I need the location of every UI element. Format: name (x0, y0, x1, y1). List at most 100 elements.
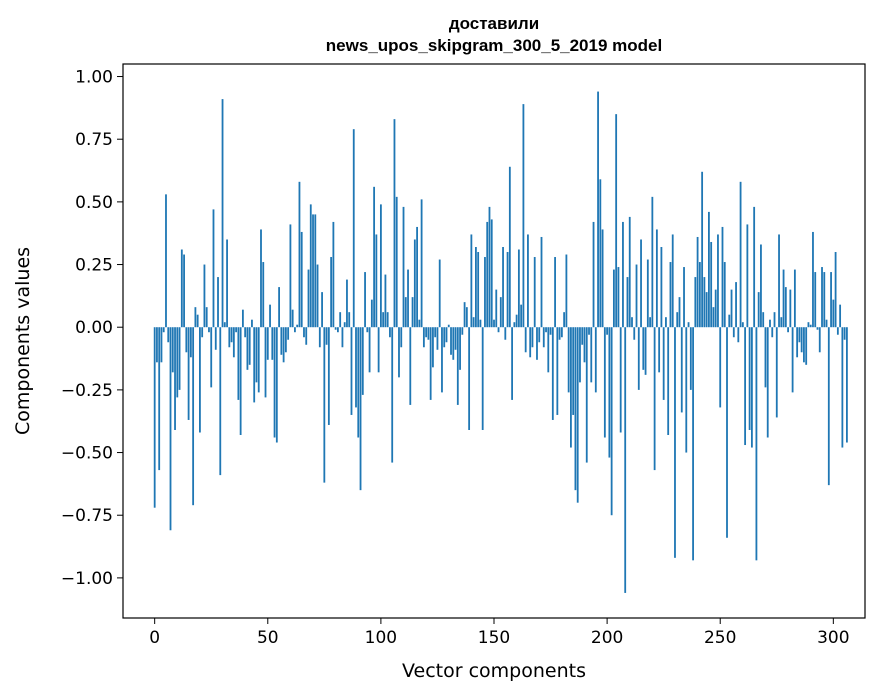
bar-232 (678, 297, 681, 328)
bar-214 (637, 327, 640, 390)
bar-89 (355, 327, 357, 408)
bar-168 (533, 257, 536, 328)
bar-54 (275, 327, 278, 443)
bar-225 (662, 327, 665, 400)
bar-135 (459, 327, 461, 370)
bar-275 (775, 327, 778, 418)
bar-91 (359, 327, 362, 491)
bar-139 (468, 327, 471, 430)
bar-171 (540, 236, 543, 328)
x-tick-label-5: 250 (704, 628, 736, 648)
bar-157 (508, 166, 511, 328)
bar-104 (389, 327, 391, 338)
bar-36 (235, 327, 238, 333)
bar-122 (429, 327, 432, 400)
y-tick-label-4: 0.00 (75, 318, 113, 338)
bar-209 (626, 277, 629, 328)
bar-237 (689, 327, 692, 390)
bar-282 (791, 327, 794, 393)
bar-223 (658, 327, 661, 373)
bar-48 (262, 262, 265, 328)
bar-236 (687, 322, 690, 328)
bar-110 (402, 206, 405, 328)
bar-272 (769, 319, 771, 328)
bar-170 (538, 327, 541, 343)
bar-289 (807, 322, 810, 328)
bar-73 (318, 327, 321, 348)
bar-125 (436, 327, 439, 350)
bar-17 (192, 327, 195, 506)
bar-61 (291, 309, 294, 328)
bar-47 (260, 229, 262, 328)
bar-169 (536, 327, 538, 360)
bar-154 (502, 247, 504, 328)
bar-13 (183, 254, 185, 328)
bar-11 (178, 327, 181, 390)
bar-205 (617, 267, 620, 328)
bar-53 (273, 327, 276, 438)
bar-276 (778, 234, 780, 328)
bar-204 (615, 114, 618, 328)
bar-71 (314, 214, 317, 328)
bar-144 (479, 319, 482, 328)
bar-249 (717, 234, 719, 328)
bar-145 (481, 327, 484, 430)
bar-59 (287, 327, 290, 340)
bar-118 (420, 199, 423, 328)
bar-32 (226, 239, 228, 328)
bar-128 (443, 327, 446, 348)
bar-199 (603, 327, 606, 438)
bar-83 (341, 327, 344, 348)
bar-115 (413, 239, 416, 328)
bar-266 (755, 327, 758, 561)
bar-285 (798, 327, 801, 343)
bar-300 (832, 299, 835, 328)
bar-188 (579, 327, 581, 383)
bar-299 (830, 272, 832, 328)
bar-123 (432, 327, 434, 368)
bar-149 (490, 219, 493, 328)
bar-286 (800, 327, 803, 353)
bar-228 (669, 262, 672, 328)
bar-41 (246, 327, 249, 370)
bar-173 (545, 327, 547, 333)
bar-133 (454, 327, 457, 350)
bar-229 (671, 234, 674, 328)
bar-42 (248, 327, 251, 365)
bar-163 (522, 104, 525, 328)
chart-title-line-1: доставили (449, 14, 539, 33)
bar-298 (827, 327, 830, 486)
bar-120 (425, 327, 428, 338)
bar-92 (361, 327, 364, 395)
bar-147 (486, 221, 489, 328)
bar-95 (368, 327, 371, 373)
bar-222 (655, 229, 658, 328)
bar-302 (836, 327, 839, 335)
bar-136 (461, 327, 464, 335)
bar-77 (327, 327, 330, 425)
bar-2 (158, 327, 161, 471)
bar-175 (549, 327, 552, 335)
bar-146 (484, 257, 486, 328)
bar-191 (585, 327, 588, 463)
bar-52 (271, 327, 274, 360)
bar-270 (764, 327, 767, 388)
bar-131 (450, 327, 452, 355)
bar-304 (841, 327, 844, 448)
bar-153 (499, 297, 502, 328)
y-tick-label-1: 0.75 (75, 130, 113, 150)
bar-55 (278, 287, 280, 328)
bar-278 (782, 269, 785, 328)
bar-160 (515, 314, 518, 328)
bar-106 (393, 119, 396, 328)
bar-64 (298, 181, 301, 328)
bar-227 (667, 327, 670, 435)
bar-76 (325, 327, 328, 345)
bar-117 (418, 319, 421, 328)
bar-152 (497, 327, 500, 333)
bar-137 (463, 302, 466, 328)
bar-259 (739, 181, 742, 328)
bar-208 (624, 327, 627, 593)
bar-24 (208, 327, 210, 333)
